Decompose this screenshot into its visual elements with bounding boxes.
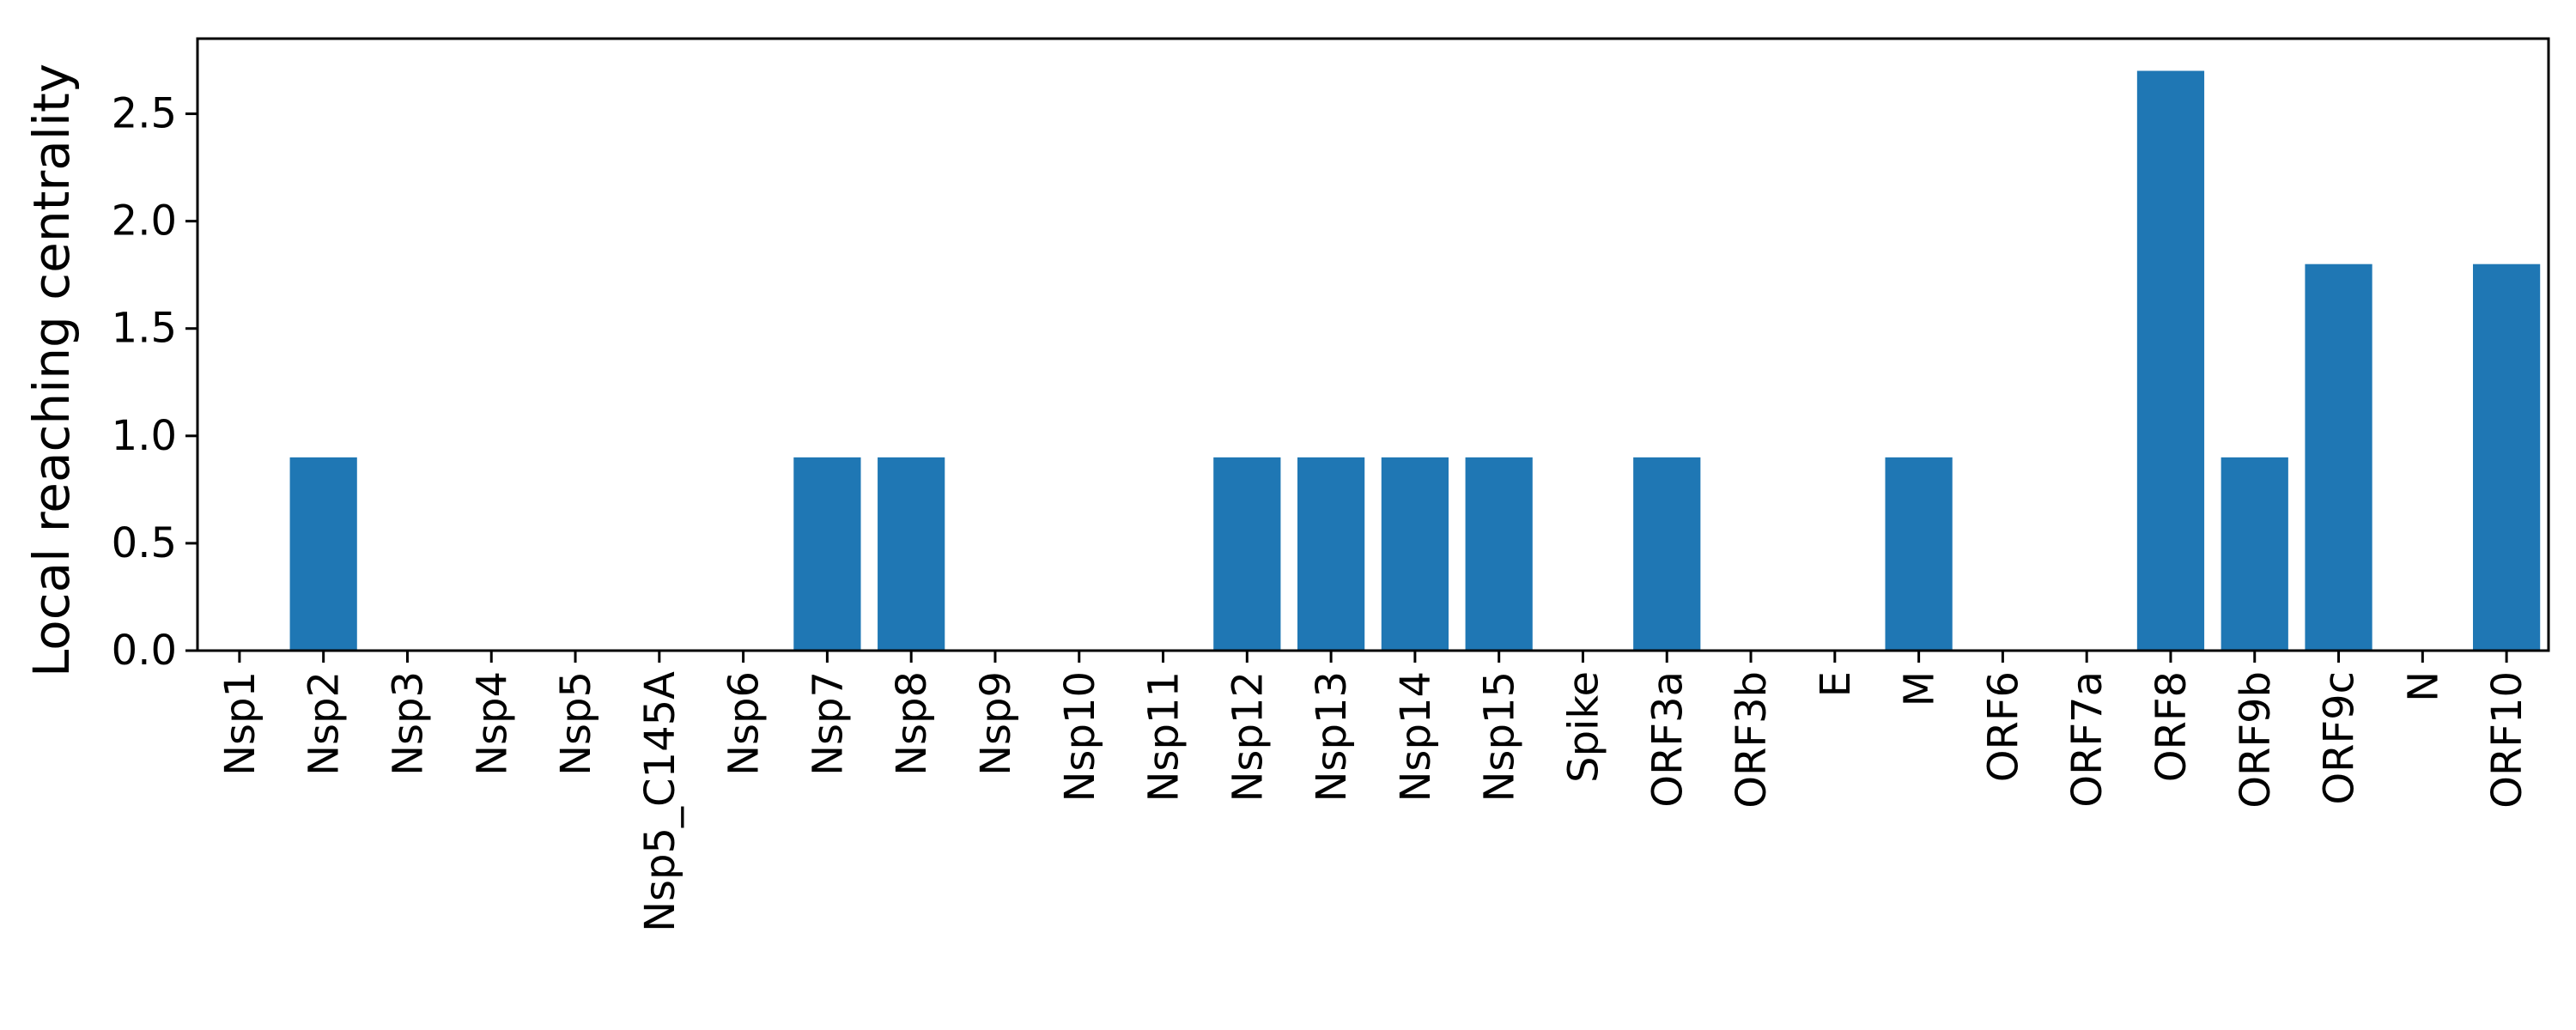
y-tick-label: 0.5 [112, 519, 177, 567]
x-tick-label: ORF3a [1643, 671, 1692, 808]
y-tick-label: 1.5 [112, 305, 177, 353]
y-tick-label: 2.0 [112, 197, 177, 245]
plot-frame [196, 37, 2550, 652]
x-tick-label: Nsp10 [1056, 671, 1104, 802]
bars-group [289, 70, 2541, 651]
x-tick-label: Nsp14 [1392, 671, 1440, 802]
x-tick-label: Nsp9 [972, 671, 1020, 776]
x-tick-label: ORF9b [2232, 671, 2280, 809]
x-tick-label: Nsp15 [1476, 671, 1524, 802]
x-tick-label: Nsp2 [301, 671, 349, 776]
bar-orf8 [2136, 70, 2205, 651]
bar-nsp13 [1297, 457, 1365, 651]
x-tick-label: Nsp11 [1140, 671, 1188, 802]
bar-orf9b [2221, 457, 2288, 651]
y-tick-label: 1.0 [112, 412, 177, 460]
x-tick-label: Nsp5_C145A [636, 671, 684, 932]
x-tick-label: ORF6 [1979, 671, 2027, 782]
bar-nsp8 [878, 457, 945, 651]
y-axis-title: Local reaching centrality [22, 64, 81, 677]
bar-m [1885, 457, 1953, 651]
x-axis: Nsp1 Nsp2 Nsp3 Nsp4 Nsp5 Nsp5_C145A Nsp6 Nsp7 Ns… [216, 651, 2531, 932]
x-tick-label: M [1896, 671, 1944, 706]
y-tick-label: 0.0 [112, 627, 177, 675]
x-tick-label: ORF3b [1728, 671, 1776, 809]
bar-nsp12 [1213, 457, 1281, 651]
x-tick-label: Nsp5 [552, 671, 600, 776]
x-tick-label: Spike [1559, 671, 1607, 783]
x-tick-label: E [1812, 671, 1860, 697]
x-tick-label: ORF7a [2063, 671, 2111, 808]
x-tick-label: Nsp8 [888, 671, 936, 776]
bar-orf3a [1633, 457, 1701, 651]
x-tick-label: Nsp1 [216, 671, 264, 776]
bar-orf9c [2305, 264, 2372, 651]
x-tick-label: N [2399, 671, 2447, 702]
y-tick-label: 2.5 [112, 90, 177, 138]
bar-orf10 [2472, 264, 2541, 651]
bar-nsp2 [289, 457, 357, 651]
x-tick-label: Nsp4 [468, 671, 516, 776]
x-tick-label: Nsp7 [804, 671, 852, 776]
x-tick-label: ORF10 [2483, 671, 2531, 809]
bar-nsp7 [793, 457, 861, 651]
bar-nsp15 [1465, 457, 1533, 651]
x-tick-label: ORF8 [2148, 671, 2196, 782]
x-tick-label: Nsp13 [1308, 671, 1356, 802]
x-tick-label: Nsp3 [384, 671, 432, 776]
y-axis: 0.0 0.5 1.0 1.5 2.0 2.5 [112, 90, 197, 675]
x-tick-label: ORF9c [2316, 671, 2364, 805]
bar-nsp14 [1381, 457, 1449, 651]
x-tick-label: Nsp6 [720, 671, 769, 776]
x-tick-label: Nsp12 [1224, 671, 1272, 802]
